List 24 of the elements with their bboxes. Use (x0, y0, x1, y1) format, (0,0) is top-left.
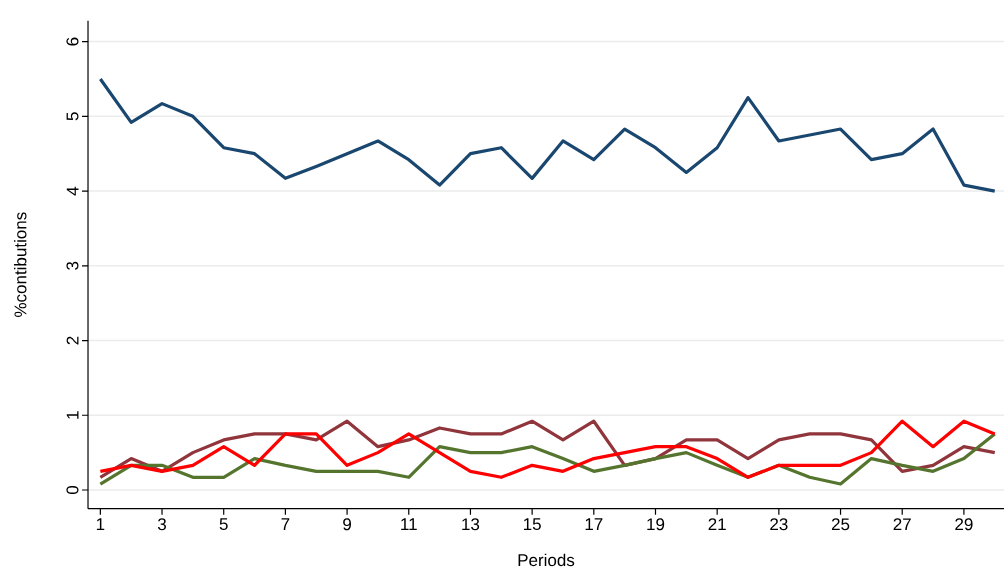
x-tick-label: 9 (343, 517, 352, 531)
y-tick-label: 6 (66, 37, 79, 46)
x-tick-label: 13 (462, 517, 480, 531)
y-tick-label: 2 (66, 336, 79, 345)
x-tick-label: 11 (401, 517, 417, 530)
x-tick-label: 19 (647, 517, 665, 531)
x-tick-label: 3 (157, 517, 167, 531)
x-axis-title: Periods (518, 553, 575, 566)
x-tick-label: 21 (708, 517, 726, 530)
y-tick-label: 0 (66, 485, 79, 494)
x-tick-label: 29 (955, 517, 973, 531)
y-axis-title: %contibutions (13, 212, 27, 317)
x-tick-label: 5 (219, 517, 228, 530)
y-tick-label: 3 (66, 261, 79, 270)
x-tick-label: 17 (585, 517, 603, 530)
y-tick-label: 4 (66, 186, 79, 196)
x-tick-label: 7 (281, 517, 290, 530)
x-tick-label: 1 (96, 517, 105, 530)
y-tick-label: 5 (66, 112, 79, 121)
x-tick-label: 27 (893, 517, 911, 530)
x-tick-label: 25 (831, 517, 850, 531)
x-tick-label: 23 (770, 517, 788, 531)
x-tick-label: 15 (523, 517, 541, 530)
y-tick-label: 1 (66, 411, 79, 419)
